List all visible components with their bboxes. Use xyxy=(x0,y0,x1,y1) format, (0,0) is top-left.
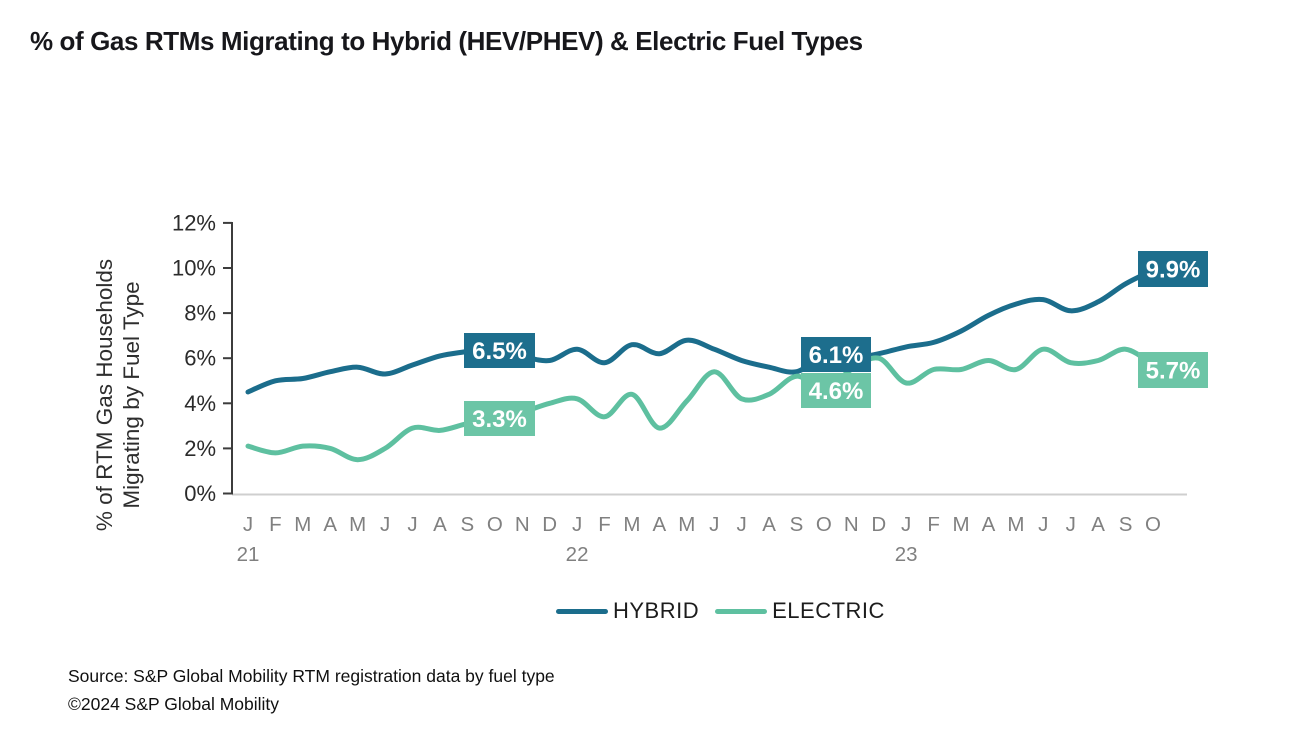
legend-item-hybrid: HYBRID xyxy=(556,598,699,624)
x-year-label: 21 xyxy=(237,543,260,566)
x-month-label: O xyxy=(816,513,832,536)
x-month-label: J xyxy=(901,513,911,536)
y-tick-label: 12% xyxy=(172,210,216,235)
x-month-label: M xyxy=(349,513,366,536)
chart-legend: HYBRID ELECTRIC xyxy=(556,598,885,624)
callout-box-electric-oct-22 xyxy=(801,373,871,408)
x-year-label: 22 xyxy=(566,543,589,566)
x-month-label: A xyxy=(1091,513,1105,536)
y-axis-title: % of RTM Gas Households Migrating by Fuel… xyxy=(92,259,144,531)
electric-line-swatch xyxy=(715,608,768,614)
x-month-label: M xyxy=(623,513,640,536)
callout-box-electric-oct-21 xyxy=(464,401,535,436)
x-month-label: J xyxy=(380,513,390,536)
y-tick-label: 4% xyxy=(184,391,216,416)
x-month-label: O xyxy=(1145,513,1161,536)
legend-label-electric: ELECTRIC xyxy=(772,598,885,623)
x-month-label: F xyxy=(927,513,940,536)
x-month-label: M xyxy=(294,513,311,536)
y-tick-label: 2% xyxy=(184,436,216,461)
electric-line xyxy=(245,346,1156,463)
x-month-label: A xyxy=(323,513,337,536)
x-month-label: J xyxy=(1038,513,1048,536)
x-year-label: 23 xyxy=(895,543,918,566)
callout-label-hybrid-oct-21: 6.5% xyxy=(472,338,527,365)
x-month-label: N xyxy=(515,513,530,536)
callout-label-electric-oct-21: 3.3% xyxy=(472,406,527,433)
y-tick-label: 6% xyxy=(184,346,216,371)
x-month-label: A xyxy=(982,513,996,536)
callout-box-hybrid-oct-21 xyxy=(464,333,535,368)
callout-label-electric-oct-22: 4.6% xyxy=(809,378,864,405)
x-month-label: S xyxy=(1119,513,1133,536)
copyright-line: ©2024 S&P Global Mobility xyxy=(68,694,280,714)
x-month-label: S xyxy=(790,513,804,536)
x-month-label: D xyxy=(871,513,886,536)
x-month-label: J xyxy=(1066,513,1076,536)
callout-label-hybrid-oct-22: 6.1% xyxy=(809,342,864,369)
callout-label-electric-oct-23: 5.7% xyxy=(1146,358,1201,385)
x-month-label: A xyxy=(653,513,667,536)
hybrid-line-swatch xyxy=(556,608,608,614)
x-month-label: S xyxy=(461,513,475,536)
x-month-label: J xyxy=(737,513,747,536)
source-block: Source: S&P Global Mobility RTM registra… xyxy=(68,662,555,718)
callout-label-hybrid-oct-23: 9.9% xyxy=(1146,257,1201,284)
x-month-label: A xyxy=(762,513,776,536)
x-month-label: A xyxy=(433,513,447,536)
x-month-label: M xyxy=(952,513,969,536)
callout-box-electric-oct-23 xyxy=(1138,352,1208,388)
x-month-label: O xyxy=(487,513,503,536)
x-month-label: N xyxy=(844,513,859,536)
x-month-label: M xyxy=(1007,513,1024,536)
legend-label-hybrid: HYBRID xyxy=(613,598,700,623)
chart-title: % of Gas RTMs Migrating to Hybrid (HEV/P… xyxy=(30,26,863,56)
y-axis-title-line: % of RTM Gas Households xyxy=(92,259,117,531)
x-month-label: J xyxy=(709,513,719,536)
hybrid-line xyxy=(245,267,1156,395)
x-month-label: M xyxy=(678,513,695,536)
y-axis-title-line: Migrating by Fuel Type xyxy=(119,281,144,508)
x-month-label: F xyxy=(598,513,611,536)
y-tick-label: 0% xyxy=(184,481,216,506)
y-tick-label: 10% xyxy=(172,256,216,281)
x-month-label: J xyxy=(572,513,582,536)
x-month-label: D xyxy=(542,513,557,536)
callout-box-hybrid-oct-22 xyxy=(801,337,871,372)
y-tick-label: 8% xyxy=(184,301,216,326)
source-line: Source: S&P Global Mobility RTM registra… xyxy=(68,666,555,686)
x-month-label: J xyxy=(407,513,417,536)
x-month-label: F xyxy=(269,513,282,536)
legend-item-electric: ELECTRIC xyxy=(715,598,885,624)
callout-box-hybrid-oct-23 xyxy=(1138,251,1208,287)
x-month-label: J xyxy=(243,513,253,536)
